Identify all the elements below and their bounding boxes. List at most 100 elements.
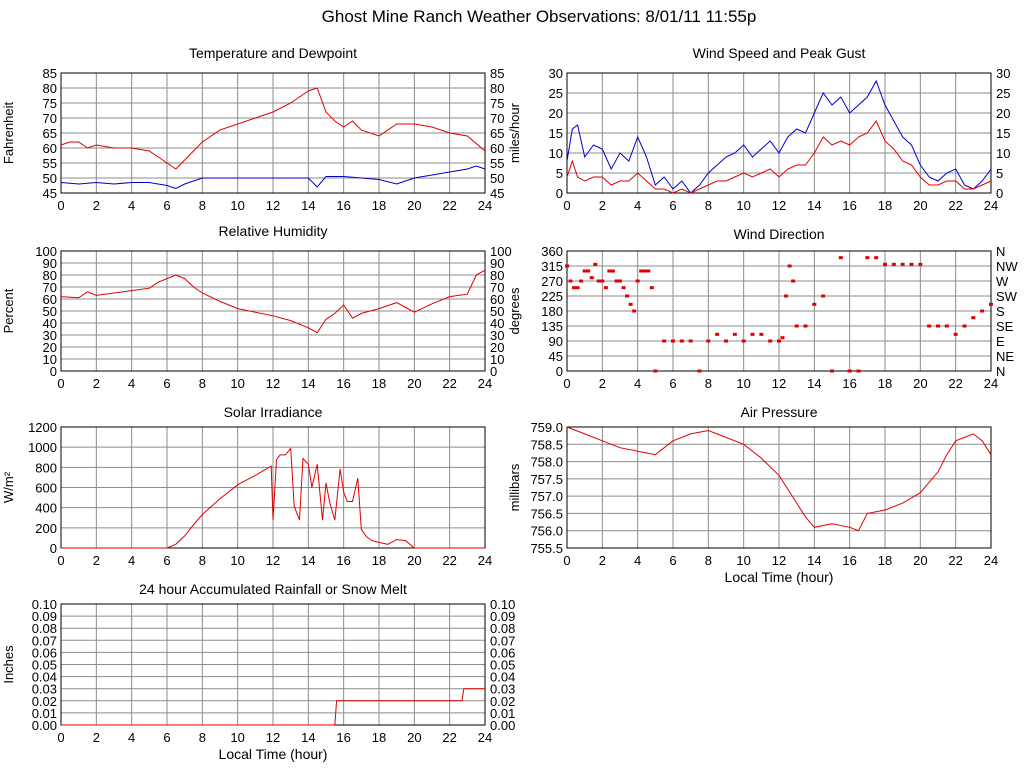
data-point [607,269,612,273]
x-tick-label: 20 [407,730,421,745]
x-tick-label: 20 [913,553,927,568]
y-tick-label: 360 [541,244,563,259]
data-point [565,264,569,268]
right-y-tick-label: 0.01 [490,706,515,721]
y-tick-label: 135 [541,319,563,334]
data-point [600,279,605,283]
wind-frame [566,72,992,194]
y-tick-label: 5 [556,166,563,181]
wind-series-line [566,120,992,194]
y-tick-label: 80 [43,81,57,96]
x-tick-label: 2 [93,198,100,213]
right-y-tick-label: 75 [490,96,504,111]
x-tick-label: 22 [442,553,456,568]
x-tick-label: 6 [163,198,170,213]
y-tick-label: 60 [43,292,57,307]
x-tick-label: 18 [372,730,386,745]
y-tick-label: 0.05 [32,658,57,673]
x-tick-label: 20 [407,198,421,213]
right-y-tick-label: SW [996,289,1018,304]
y-tick-label: 0.09 [32,609,57,624]
x-tick-label: 16 [842,553,856,568]
x-tick-label: 12 [772,376,786,391]
right-y-tick-label: SE [996,319,1014,334]
x-tick-label: 24 [984,198,998,213]
x-tick-label: 4 [634,376,641,391]
y-tick-label: 0.02 [32,694,57,709]
data-point [642,269,647,273]
right-y-tick-label: 60 [490,292,504,307]
y-tick-label: 75 [43,96,57,111]
data-point [812,302,817,306]
right-y-tick-label: 0.06 [490,645,515,660]
y-tick-label: 90 [43,256,57,271]
x-tick-label: 12 [772,198,786,213]
x-tick-label: 8 [705,553,712,568]
x-tick-label: 8 [199,553,206,568]
wind-ylabel: miles/hour [507,102,522,163]
data-point [732,332,737,336]
x-tick-label: 18 [878,553,892,568]
x-tick-label: 8 [199,730,206,745]
x-tick-label: 6 [163,376,170,391]
y-tick-label: 45 [43,186,57,201]
right-y-tick-label: W [996,274,1009,289]
y-tick-label: 70 [43,111,57,126]
right-y-tick-label: N [996,364,1005,379]
rain-xlabel: Local Time (hour) [219,746,328,762]
data-point [610,269,615,273]
right-y-tick-label: 100 [490,244,512,259]
rain-ylabel: Inches [1,645,16,684]
x-tick-label: 12 [266,198,280,213]
data-point [803,324,808,328]
x-tick-label: 16 [336,730,350,745]
right-y-tick-label: 90 [490,256,504,271]
right-y-tick-label: 10 [996,146,1010,161]
y-tick-label: 50 [43,171,57,186]
data-point [900,262,905,266]
pressure-series-line [566,426,992,532]
y-tick-label: 70 [43,280,57,295]
x-tick-label: 22 [948,198,962,213]
x-tick-label: 0 [57,198,64,213]
humidity-frame [60,250,486,372]
right-y-tick-label: 50 [490,304,504,319]
y-tick-label: 1000 [28,440,57,455]
pressure-ylabel: millibars [507,463,522,511]
x-tick-label: 0 [57,376,64,391]
x-tick-label: 8 [705,376,712,391]
y-tick-label: 0.04 [32,670,57,685]
data-point [653,369,658,373]
right-y-tick-label: 0.07 [490,633,515,648]
data-point [625,294,630,298]
x-tick-label: 0 [563,553,570,568]
data-point [628,302,633,306]
temp-chart: Temperature and Dewpoint4550556065707580… [1,45,504,213]
data-point [593,262,598,266]
data-point [980,309,985,313]
right-y-tick-label: 70 [490,111,504,126]
data-point [632,309,637,313]
y-tick-label: 0.03 [32,682,57,697]
temp-frame [60,72,486,194]
y-tick-label: 0.06 [32,645,57,660]
right-y-tick-label: 0.03 [490,682,515,697]
x-tick-label: 12 [266,553,280,568]
data-point [688,339,693,343]
data-point [780,336,785,340]
data-point [821,294,826,298]
right-y-tick-label: 80 [490,268,504,283]
x-tick-label: 10 [230,376,244,391]
x-tick-label: 20 [407,553,421,568]
y-tick-label: 10 [43,352,57,367]
right-y-tick-label: 0 [490,364,497,379]
y-tick-label: 80 [43,268,57,283]
right-y-tick-label: 30 [490,328,504,343]
charts-layer: Temperature and Dewpoint4550556065707580… [1,45,1018,762]
data-point [883,262,887,266]
x-tick-label: 0 [563,376,570,391]
x-tick-label: 4 [128,553,135,568]
x-tick-label: 22 [442,198,456,213]
data-point [759,332,764,336]
